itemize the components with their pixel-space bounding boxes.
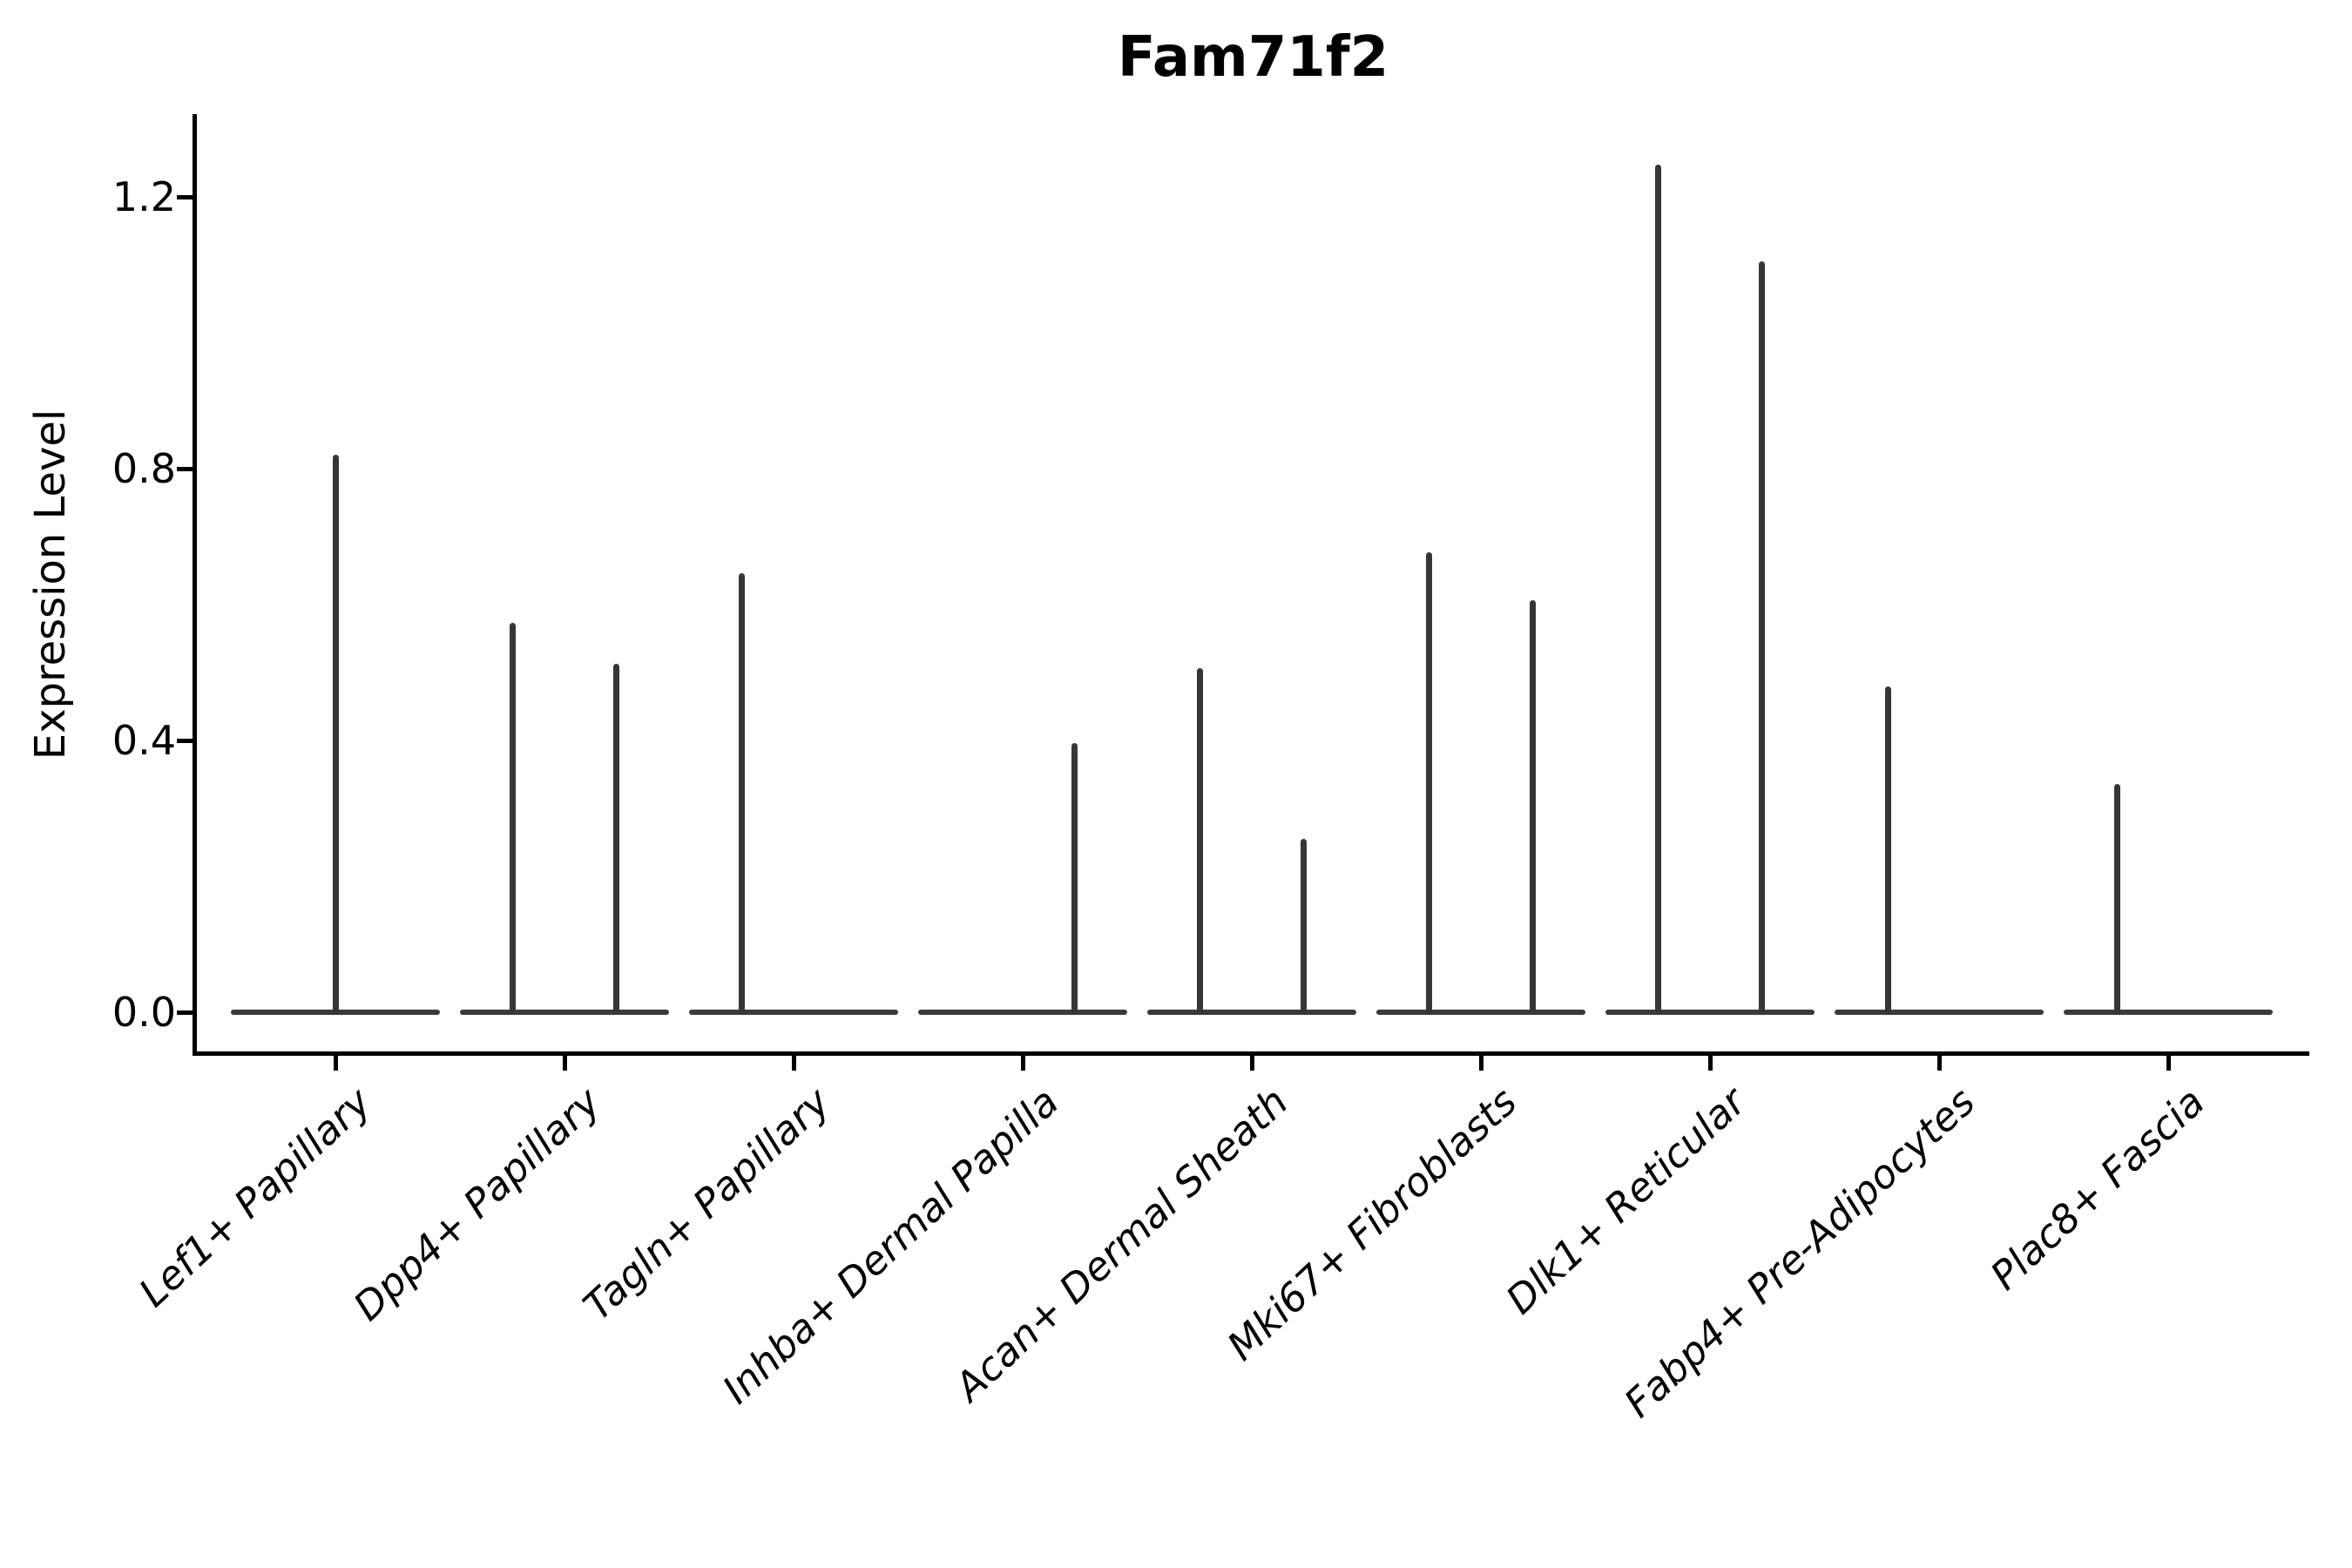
violin-baseline bbox=[1376, 1010, 1585, 1015]
x-tick-label: Dpp4+ Papillary bbox=[344, 1078, 610, 1330]
violin-spike bbox=[510, 623, 517, 1015]
chart-title: Fam71f2 bbox=[1117, 25, 1389, 90]
violin-spike bbox=[1530, 600, 1537, 1015]
y-tick-label: 1.2 bbox=[112, 173, 176, 220]
violin-spike bbox=[1885, 686, 1892, 1015]
x-tick bbox=[1249, 1055, 1254, 1071]
y-tick bbox=[177, 739, 193, 743]
violin-baseline bbox=[1835, 1010, 2044, 1015]
x-tick bbox=[333, 1055, 338, 1071]
x-tick bbox=[1707, 1055, 1713, 1071]
y-tick-label: 0.0 bbox=[112, 989, 176, 1036]
y-axis-spine bbox=[193, 114, 197, 1056]
violin-spike bbox=[1655, 165, 1662, 1015]
y-tick bbox=[177, 195, 193, 199]
y-tick bbox=[177, 467, 193, 471]
x-axis-spine bbox=[193, 1051, 2309, 1056]
y-tick-label: 0.4 bbox=[112, 717, 176, 764]
x-tick bbox=[1478, 1055, 1484, 1071]
violin-baseline bbox=[1147, 1010, 1356, 1015]
violin-baseline bbox=[1605, 1010, 1815, 1015]
violin-baseline bbox=[689, 1010, 898, 1015]
violin-spike bbox=[612, 663, 619, 1015]
violin-baseline bbox=[918, 1010, 1127, 1015]
x-tick-label: Lef1+ Papillary bbox=[130, 1078, 381, 1316]
violin-spike bbox=[1071, 743, 1078, 1015]
x-tick bbox=[1020, 1055, 1025, 1071]
x-tick bbox=[562, 1055, 567, 1071]
violin-baseline bbox=[460, 1010, 669, 1015]
x-tick-label: Dlk1+ Reticular bbox=[1497, 1078, 1755, 1323]
x-tick bbox=[2166, 1055, 2171, 1071]
violin-spike bbox=[1759, 261, 1766, 1015]
violin-spike bbox=[739, 573, 746, 1015]
violin-baseline bbox=[2064, 1010, 2273, 1015]
violin-spike bbox=[332, 454, 339, 1015]
y-tick bbox=[177, 1010, 193, 1015]
violin-spike bbox=[2114, 783, 2121, 1015]
x-tick bbox=[1936, 1055, 1942, 1071]
y-axis-label: Expression Level bbox=[26, 409, 75, 760]
x-tick-label: Plac8+ Fascia bbox=[1981, 1078, 2213, 1300]
x-tick bbox=[791, 1055, 796, 1071]
violin-spike bbox=[1197, 668, 1204, 1015]
y-tick-label: 0.8 bbox=[112, 445, 176, 492]
violin-spike bbox=[1301, 839, 1308, 1015]
violin-spike bbox=[1426, 551, 1433, 1015]
x-tick-label: Tagln+ Papillary bbox=[574, 1078, 839, 1330]
